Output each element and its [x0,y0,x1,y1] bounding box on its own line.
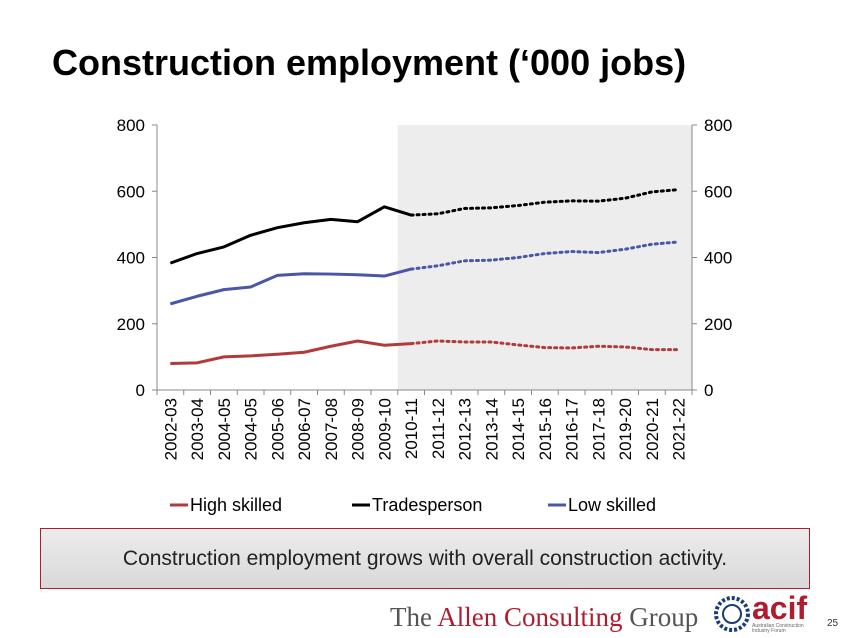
x-tick-label: 2020-21 [643,398,662,460]
x-tick-label: 2006-07 [295,398,314,460]
legend-label: Low skilled [568,495,656,515]
x-tick-label: 2004-05 [242,398,261,460]
page-title: Construction employment (‘000 jobs) [52,42,687,83]
brand-text-pre: The [390,602,438,632]
x-tick-label: 2016-17 [563,398,582,460]
x-tick-label: 2010-11 [402,398,421,459]
y-tick-label: 0 [136,381,145,400]
x-tick-label: 2019-20 [616,398,635,460]
x-tick-label: 2005-06 [268,398,287,460]
forecast-region [397,125,692,390]
x-tick-label: 2002-03 [161,398,180,460]
x-tick-label: 2004-05 [215,398,234,460]
series-line-forecast [409,240,681,271]
legend-label: High skilled [190,495,282,515]
line-chart: 0 200 400 600 800 0 200 400 600 800 2002-03 2003-… [117,116,733,515]
brand-text-post: Group [622,602,699,632]
allen-consulting-logo: The Allen Consulting Group [390,602,698,633]
y-tick-label: 600 [704,182,732,201]
x-tick-label: 2017-18 [589,398,608,460]
y-tick-label: 800 [117,116,145,135]
series-line-actual [169,205,412,265]
x-tick-label: 2012-13 [456,398,475,460]
series-line-forecast [409,339,681,352]
acif-logo-icon [714,596,750,632]
x-axis: 2002-03 2003-04 2004-05 2004-05 2005-06 2006-… [161,398,688,460]
callout-box: Construction employment grows with overa… [40,528,810,589]
acif-logo-subtitle: Australian Construction Industry Forum [752,623,804,634]
x-tick-label: 2011-12 [429,398,448,459]
y-axis-right: 0 200 400 600 800 [704,116,732,400]
x-tick-label: 2014-15 [509,398,528,460]
chart-axes [152,124,697,395]
series-lines [169,188,681,365]
y-tick-label: 600 [117,182,145,201]
x-tick-label: 2015-16 [536,398,555,460]
acif-logo-text: acif [752,590,808,626]
y-tick-label: 800 [704,116,732,135]
y-tick-label: 200 [704,315,732,334]
brand-text-mid: Allen Consulting [437,602,623,632]
series-line-forecast [409,188,681,217]
series-line-actual [170,339,412,365]
series-line-actual [169,267,412,306]
legend-label: Tradesperson [372,495,482,515]
x-tick-label: 2008-09 [349,398,368,460]
y-tick-label: 400 [117,249,145,268]
page-number: 25 [827,618,839,629]
x-tick-label: 2021-22 [670,398,689,460]
x-tick-label: 2013-14 [482,398,501,460]
x-tick-label: 2007-08 [322,398,341,460]
y-tick-label: 400 [704,249,732,268]
x-tick-label: 2003-04 [188,398,207,460]
y-tick-label: 200 [117,315,145,334]
y-tick-label: 0 [704,381,713,400]
x-tick-label: 2009-10 [375,398,394,460]
y-axis-left: 0 200 400 600 800 [117,116,145,400]
callout-text: Construction employment grows with overa… [122,546,728,570]
legend: High skilled Tradesperson Low skilled [170,495,656,515]
